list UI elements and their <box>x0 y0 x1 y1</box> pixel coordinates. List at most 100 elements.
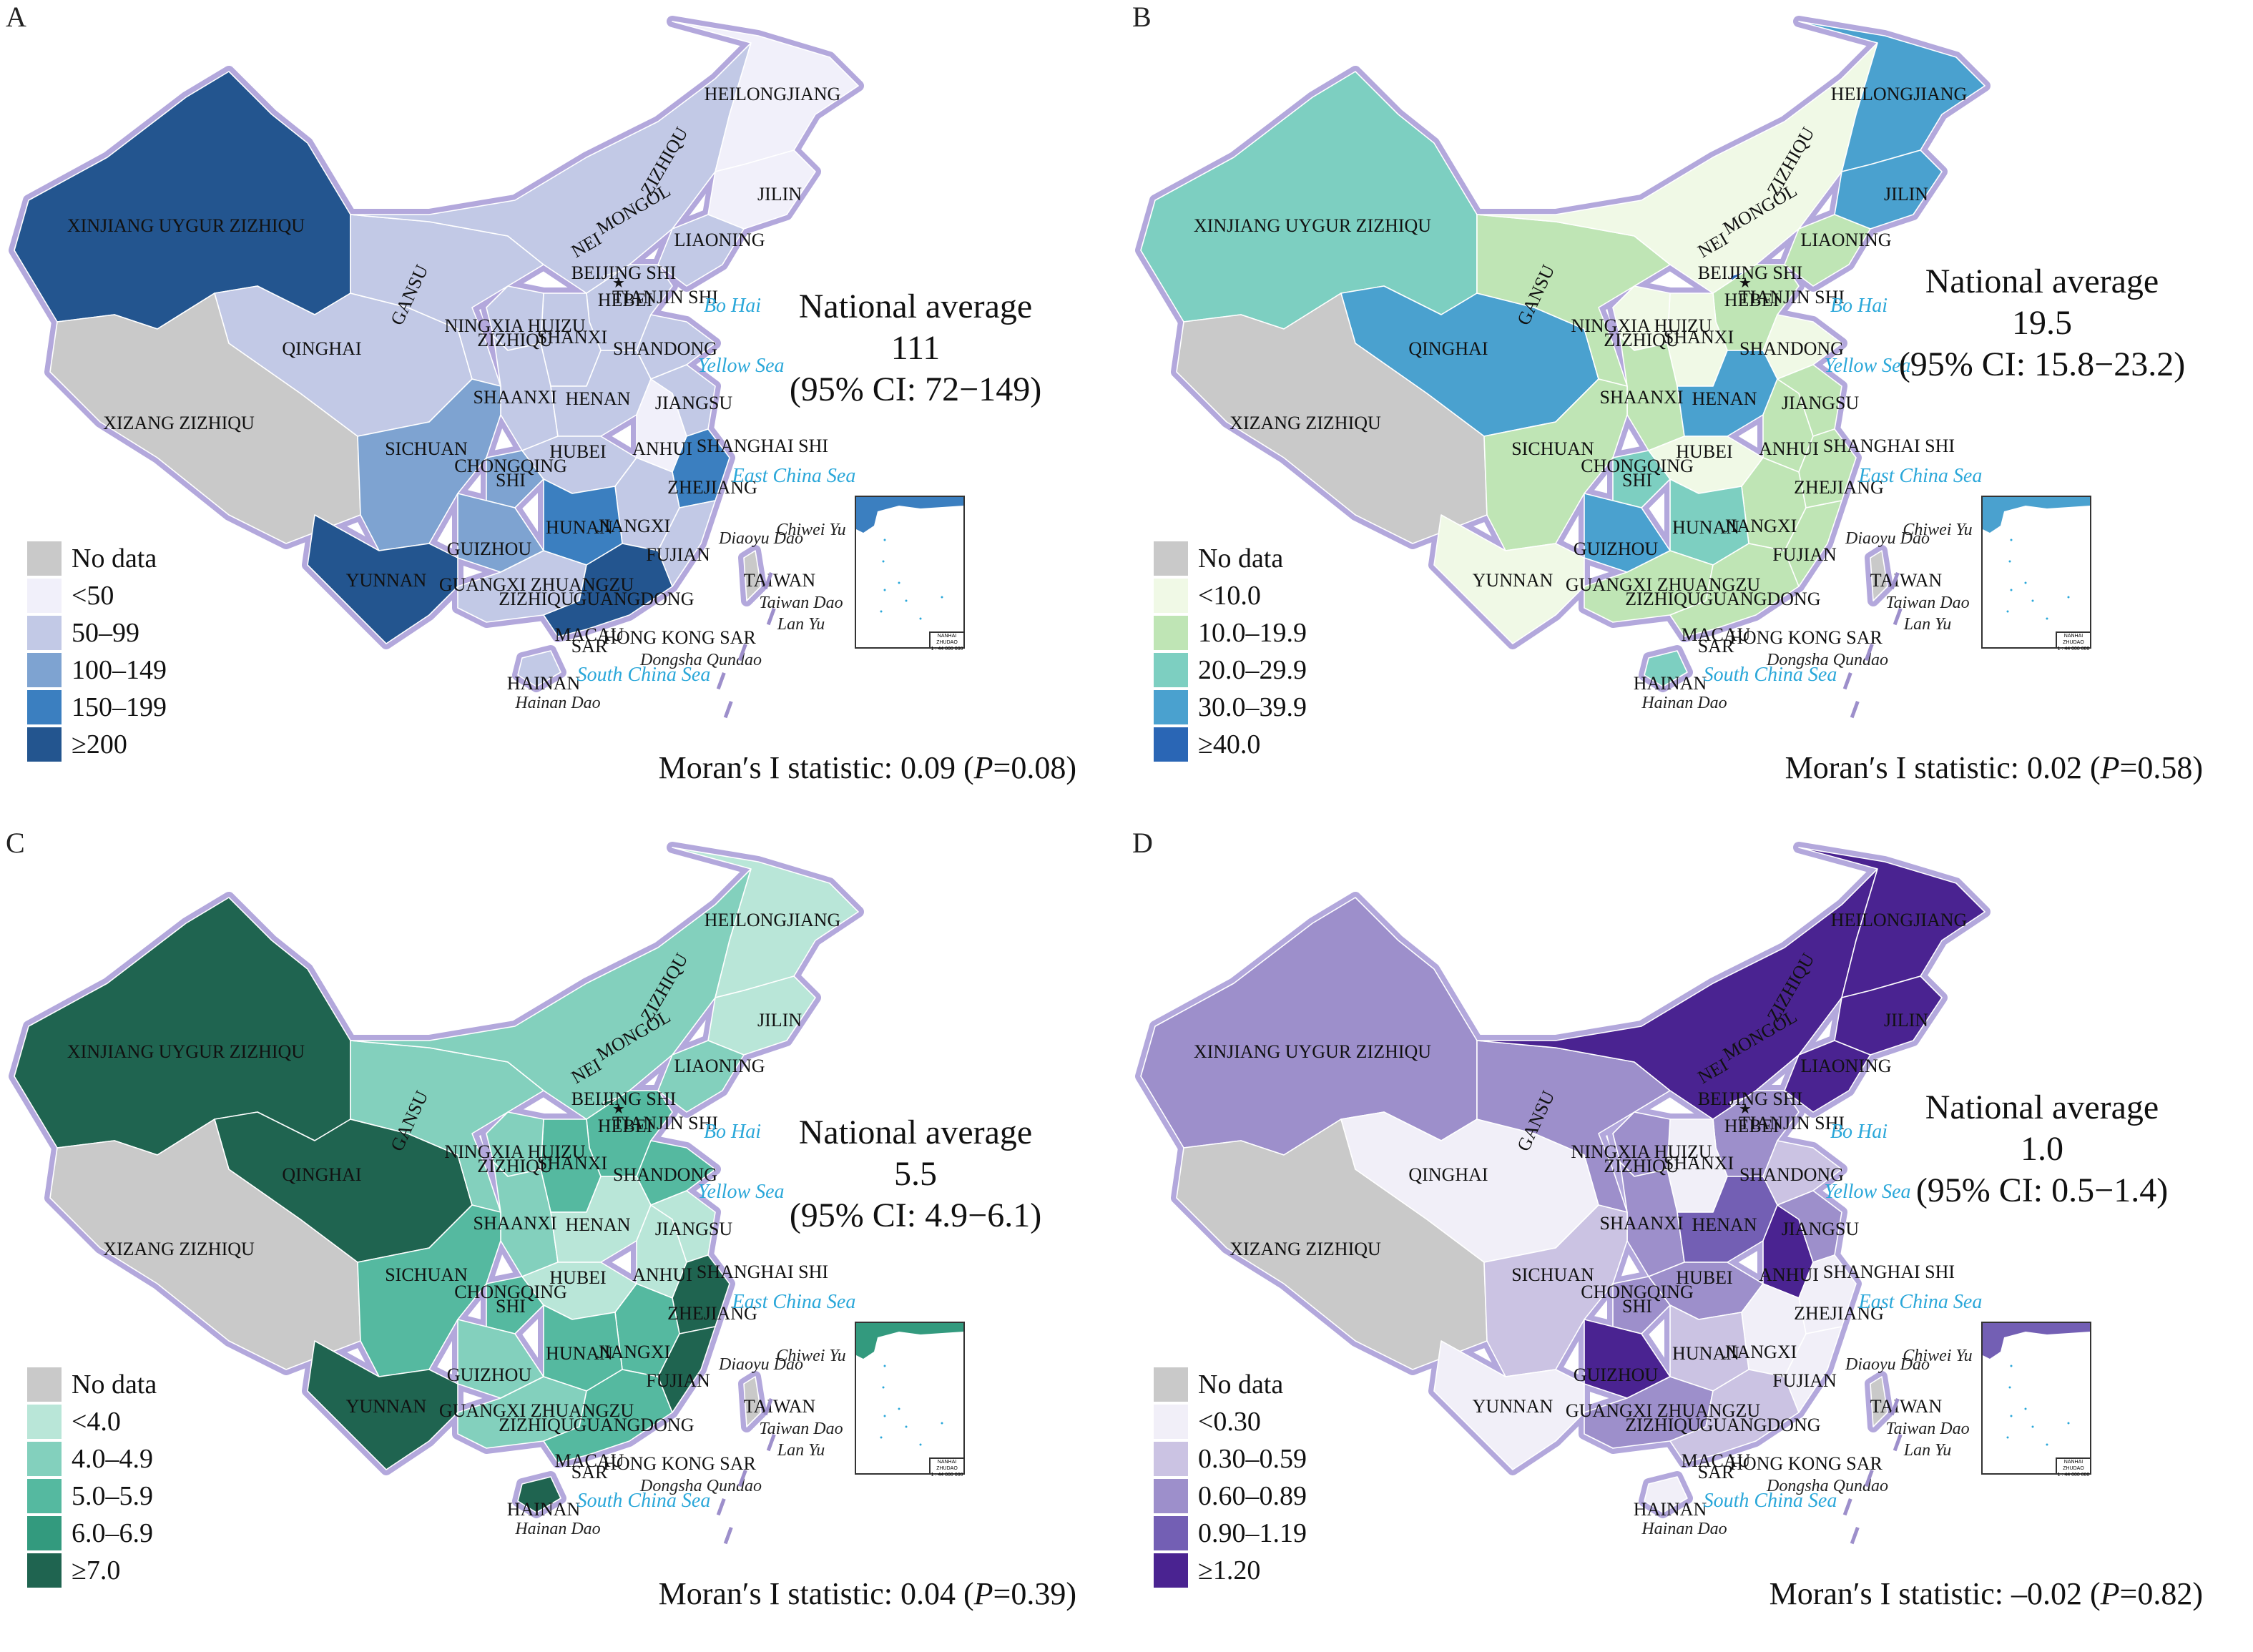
map-label-chongqing_b: SHI <box>496 470 526 491</box>
inset-island-dot <box>2010 589 2013 591</box>
map-label-zhejiang: ZHEJIANG <box>667 1303 757 1324</box>
legend-item: ≥200 <box>27 726 167 763</box>
legend-label: 30.0–39.9 <box>1198 692 1307 722</box>
map-label-qinghai: QINGHAI <box>282 338 361 359</box>
legend-swatch <box>1154 1367 1188 1402</box>
map-label-bohai: Bo Hai <box>704 295 761 317</box>
legend-swatch <box>1154 541 1188 576</box>
map-label-bohai: Bo Hai <box>704 1121 761 1143</box>
capital-star-icon: ★ <box>1739 1101 1752 1117</box>
legend-swatch <box>1154 1405 1188 1439</box>
map-label-xinjiang: XINJIANG UYGUR ZIZHIQU <box>1194 1041 1431 1062</box>
map-panel-c: C ★ XINJIANG UYGUR ZIZHIQU XIZANG ZIZHIQU QI… <box>0 826 1126 1652</box>
legend-label: <4.0 <box>72 1407 121 1437</box>
map-label-taiwandao: Taiwan Dao <box>759 1420 843 1438</box>
province-guangdong <box>1669 543 1800 637</box>
map-label-zhejiang: ZHEJIANG <box>1794 1303 1884 1324</box>
china-choropleth-map: ★ XINJIANG UYGUR ZIZHIQU XIZANG ZIZHIQU QIN… <box>9 842 864 1545</box>
map-label-guizhou: GUIZHOU <box>1574 539 1659 559</box>
national-average-value: 19.5 <box>2012 304 2072 342</box>
map-label-beijing: BEIJING SHI <box>571 1088 677 1109</box>
moran-suffix: =0.58) <box>2119 750 2203 785</box>
moran-suffix: =0.82) <box>2119 1576 2203 1611</box>
legend-label: No data <box>1198 1370 1284 1400</box>
inset-title: NANHAI ZHUDAO <box>2063 1460 2084 1471</box>
legend-swatch <box>27 1405 62 1439</box>
inset-island-dot <box>2067 1422 2070 1425</box>
map-panel-a: A ★ XINJIANG UYGUR ZIZHIQU XIZANG ZIZHIQU QI… <box>0 0 1126 826</box>
map-label-southchina: South China Sea <box>1704 664 1837 686</box>
legend-item: 100–149 <box>27 652 167 689</box>
legend: No data <0.30 0.30–0.59 0.60–0.89 0.90–1.19 ≥… <box>1154 1366 1307 1589</box>
map-label-qinghai: QINGHAI <box>1408 338 1488 359</box>
legend-item: 30.0–39.9 <box>1154 689 1307 726</box>
legend: No data <10.0 10.0–19.9 20.0–29.9 30.0–39.9 ≥… <box>1154 540 1307 763</box>
boundary-dash <box>1842 1498 1852 1516</box>
capital-star-icon: ★ <box>1739 275 1752 291</box>
map-label-eastchina: East China Sea <box>1858 465 1983 487</box>
south-china-sea-inset: NANHAI ZHUDAO 1 : 44 000 000 <box>855 496 965 652</box>
national-average-ci: (95% CI: 0.5−1.4) <box>1915 1171 2169 1209</box>
map-label-eastchina: East China Sea <box>732 465 856 487</box>
map-label-jiangsu: JIANGSU <box>1782 1219 1860 1239</box>
boundary-dash <box>1893 1434 1903 1452</box>
map-label-macau_a: MACAU <box>1682 624 1751 645</box>
map-label-beijing: BEIJING SHI <box>1698 1088 1803 1109</box>
inset-title: NANHAI ZHUDAO <box>936 634 958 645</box>
province-hainan <box>1644 1476 1688 1513</box>
map-label-chiwei: Chiwei Yu <box>776 1347 845 1365</box>
inset-island-dot <box>883 1415 886 1417</box>
legend-label: ≥1.20 <box>1198 1555 1261 1585</box>
moran-prefix: Moran′s I statistic: –0.02 ( <box>1769 1576 2101 1611</box>
legend-label: <50 <box>72 581 114 611</box>
map-label-tianjin: TIANJIN SHI <box>612 287 718 308</box>
moran-p: P <box>973 1576 993 1611</box>
inset-island-dot <box>882 560 885 563</box>
boundary-dash <box>1864 1470 1874 1488</box>
map-label-jiangsu: JIANGSU <box>655 1219 733 1239</box>
inset-caption: NANHAI ZHUDAO 1 : 44 000 000 <box>929 1457 963 1478</box>
map-label-chiwei: Chiwei Yu <box>1903 1347 1972 1365</box>
inset-island-dot <box>883 539 886 541</box>
map-label-guangxi_a: GUANGXI ZHUANGZU <box>439 1400 634 1421</box>
map-label-hongkong: HONG KONG SAR <box>603 627 756 648</box>
boundary-dash <box>716 1498 726 1516</box>
map-label-henan: HENAN <box>1692 388 1757 409</box>
map-label-jilin: JILIN <box>757 184 802 205</box>
map-label-sichuan: SICHUAN <box>1511 1264 1594 1285</box>
map-label-guangxi_a: GUANGXI ZHUANGZU <box>1566 574 1760 595</box>
map-label-macau_b: SAR <box>571 1462 608 1483</box>
province-fujian <box>657 1326 716 1413</box>
map-label-hubei: HUBEI <box>549 1267 606 1288</box>
legend-swatch <box>27 1553 62 1588</box>
map-label-yellowsea: Yellow Sea <box>1824 355 1910 377</box>
legend-swatch <box>1154 616 1188 650</box>
national-average-ci: (95% CI: 4.9−6.1) <box>789 1196 1042 1234</box>
inset-scale: 1 : 44 000 000 <box>2057 1472 2090 1478</box>
map-label-guangxi_b: ZIZHIQU <box>499 1415 574 1435</box>
inset-coast <box>1983 1323 2090 1359</box>
map-label-tianjin: TIANJIN SHI <box>612 1113 718 1134</box>
legend-swatch <box>27 541 62 576</box>
moran-p: P <box>2100 1576 2120 1611</box>
map-label-guizhou: GUIZHOU <box>447 1365 532 1385</box>
legend-swatch <box>1154 727 1188 762</box>
boundary-dash <box>766 1434 776 1452</box>
moran-p: P <box>973 750 993 785</box>
moran-statistic: Moran′s I statistic: –0.02 (P=0.82) <box>1769 1575 2203 1612</box>
map-label-hainandao: Hainan Dao <box>1641 1520 1727 1538</box>
map-label-zhejiang: ZHEJIANG <box>667 477 757 498</box>
map-label-fujian: FUJIAN <box>1772 544 1837 565</box>
inset-island-dot <box>2024 1407 2027 1410</box>
map-label-shanghai: SHANGHAI SHI <box>697 1262 828 1282</box>
inset-island-dot <box>2046 1443 2048 1446</box>
map-label-yellowsea: Yellow Sea <box>697 355 784 377</box>
map-label-jiangsu: JIANGSU <box>1782 393 1860 413</box>
province-hainan <box>517 1476 561 1513</box>
legend-label: ≥200 <box>72 729 127 759</box>
map-label-henan: HENAN <box>566 1214 631 1235</box>
province-hainan <box>1644 650 1688 687</box>
map-label-taiwan: TAIWAN <box>1870 570 1943 591</box>
inset-coast <box>1983 497 2090 533</box>
map-label-chongqing_b: SHI <box>496 1296 526 1317</box>
